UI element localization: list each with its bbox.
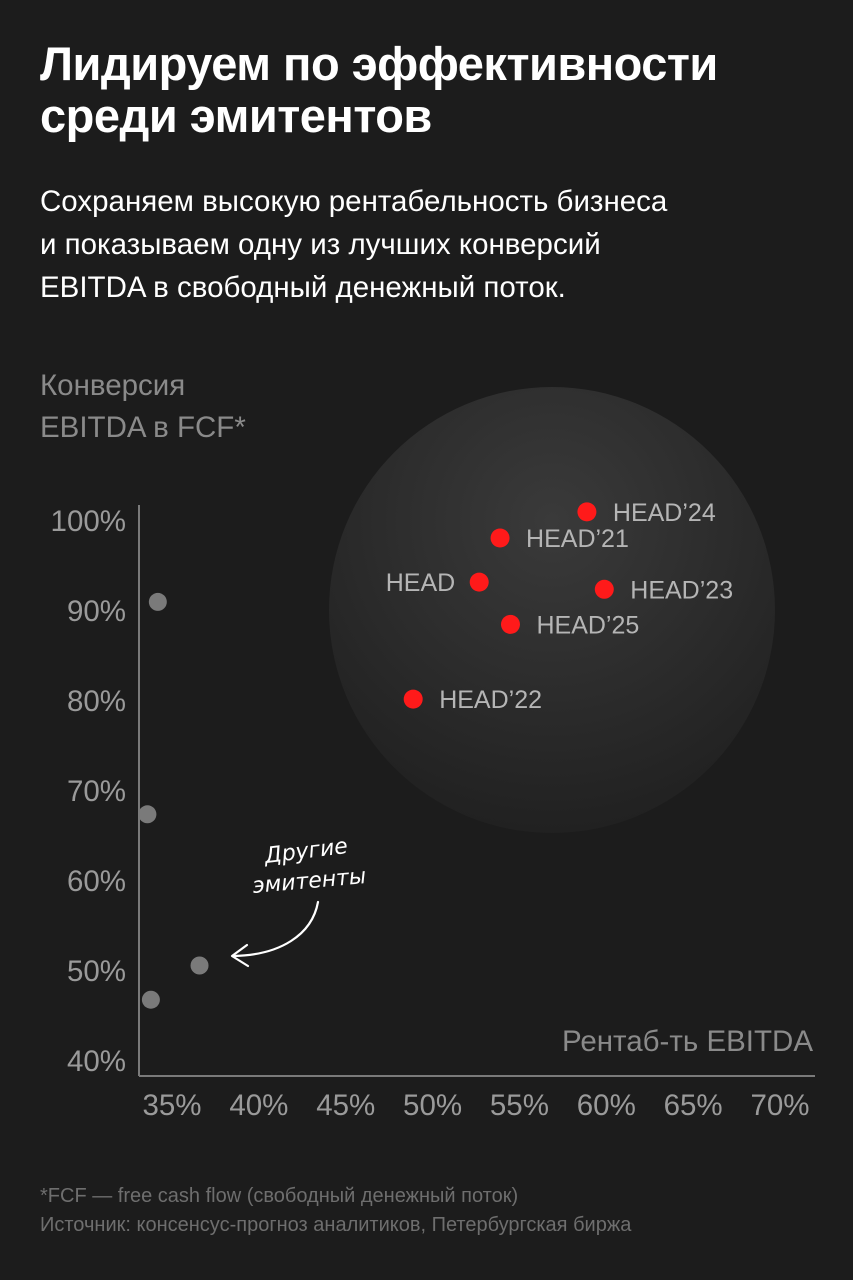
x-axis-label: Рентаб-ть EBITDA — [562, 1025, 813, 1058]
source-note: Источник: консенсус-прогноз аналитиков, … — [40, 1214, 632, 1236]
head-point-label: HEAD — [386, 569, 455, 597]
head-point — [577, 502, 597, 522]
head-point — [594, 579, 614, 599]
y-tick-label: 70% — [67, 775, 126, 808]
x-tick-label: 70% — [750, 1089, 809, 1122]
x-tick-label: 35% — [142, 1089, 201, 1122]
y-tick-label: 60% — [67, 865, 126, 898]
annotation-other-issuers: Другие эмитенты — [230, 834, 368, 968]
subtitle-line-3: EBITDA в свободный денежный поток. — [40, 271, 566, 304]
annotation-line-1: Другие — [262, 834, 349, 869]
page-subtitle: Сохраняем высокую рентабельность бизнеса… — [40, 180, 830, 309]
title-line-2: среди эмитентов — [40, 89, 432, 142]
annotation-line-2: эмитенты — [252, 864, 368, 899]
head-point-label: HEAD’22 — [439, 686, 542, 714]
other-issuer-point — [138, 805, 157, 824]
head-point — [500, 614, 520, 634]
x-tick-label: 40% — [229, 1089, 288, 1122]
head-point — [490, 528, 510, 548]
annotation-arrow — [232, 900, 320, 958]
head-point-label: HEAD’21 — [526, 525, 629, 553]
other-issuer-point — [141, 990, 160, 1009]
y-axis-label-line-1: Конверсия — [40, 369, 186, 402]
footnote-fcf: *FCF — free cash flow (свободный денежны… — [40, 1185, 519, 1207]
other-issuer-point — [148, 592, 167, 611]
x-tick-label: 65% — [664, 1089, 723, 1122]
head-point-label: HEAD’24 — [613, 499, 716, 527]
y-axis-label-line-2: EBITDA в FCF* — [40, 411, 246, 444]
title-line-1: Лидируем по эффективности — [40, 37, 718, 90]
y-tick-label: 40% — [67, 1045, 126, 1078]
other-issuer-point — [190, 956, 209, 975]
head-point-label: HEAD’23 — [630, 576, 733, 604]
y-tick-label: 90% — [67, 595, 126, 628]
subtitle-line-2: и показываем одну из лучших конверсий — [40, 228, 601, 261]
highlight-spotlight — [329, 387, 775, 833]
annotation-arrowhead — [230, 943, 250, 968]
subtitle-line-1: Сохраняем высокую рентабельность бизнеса — [40, 185, 668, 218]
footnote-block: *FCF — free cash flow (свободный денежны… — [40, 1182, 840, 1240]
head-point — [469, 572, 489, 592]
x-tick-label: 50% — [403, 1089, 462, 1122]
x-tick-label: 45% — [316, 1089, 375, 1122]
x-tick-label: 55% — [490, 1089, 549, 1122]
y-tick-label: 100% — [51, 505, 126, 538]
y-tick-label: 50% — [67, 955, 126, 988]
page-title: Лидируем по эффективности среди эмитенто… — [40, 38, 830, 142]
x-tick-label: 60% — [577, 1089, 636, 1122]
head-point-label: HEAD’25 — [536, 611, 639, 639]
head-point — [403, 689, 423, 709]
y-tick-label: 80% — [67, 685, 126, 718]
y-axis-label: Конверсия EBITDA в FCF* — [40, 365, 340, 449]
